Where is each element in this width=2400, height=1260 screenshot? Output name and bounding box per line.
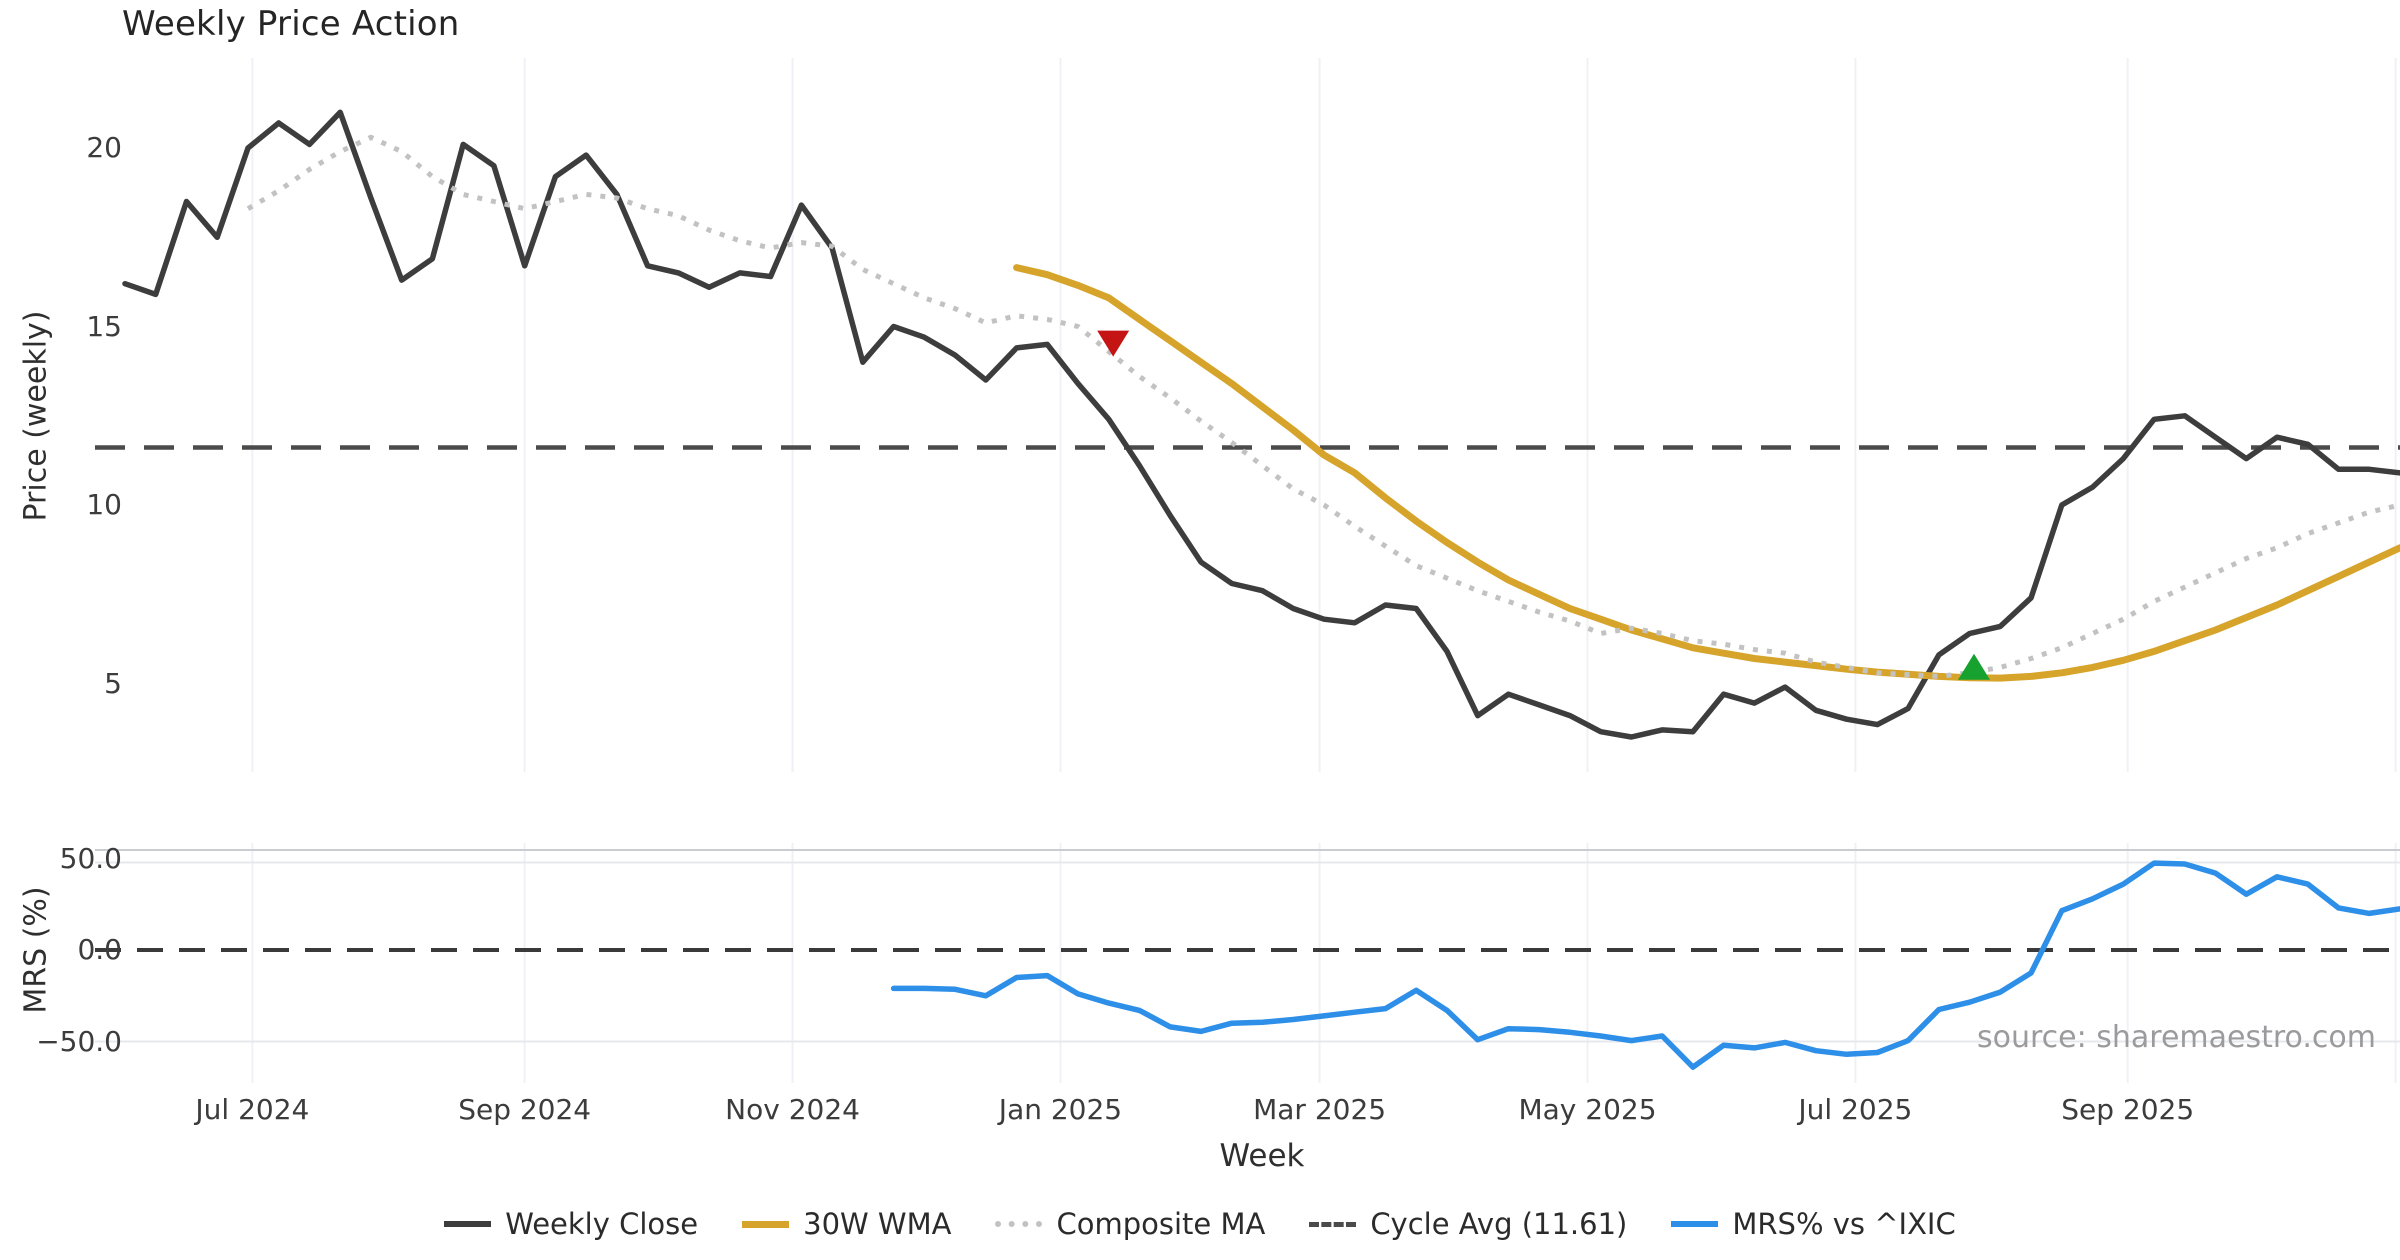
legend-label: Composite MA (1056, 1207, 1266, 1241)
legend-swatch-solid (742, 1220, 790, 1228)
30w-wma-line (1013, 264, 2400, 682)
x-tick-label: Sep 2024 (458, 1093, 592, 1126)
legend-swatch-dashed (1309, 1221, 1357, 1227)
mrs-tick-label: 50.0 (59, 841, 122, 875)
x-tick-label: Mar 2025 (1253, 1093, 1387, 1126)
price-tick-label: 20 (86, 131, 122, 164)
price-tick-label: 5 (104, 666, 122, 700)
mrs-tick-label: −50.0 (36, 1024, 122, 1058)
legend-item: MRS% vs ^IXIC (1671, 1207, 1956, 1241)
price-tick-label: 10 (86, 488, 122, 521)
x-tick-label: Nov 2024 (725, 1093, 860, 1126)
mrs-tick-label: 0.0 (77, 933, 122, 966)
legend-label: MRS% vs ^IXIC (1732, 1207, 1956, 1241)
mrs-vs-ixic-line (890, 860, 2400, 1070)
legend-label: 30W WMA (803, 1207, 952, 1241)
chart-title: Weekly Price Action (122, 4, 460, 44)
legend-item: Cycle Avg (11.61) (1309, 1207, 1627, 1241)
x-tick-label: May 2025 (1518, 1093, 1657, 1126)
legend-item: 30W WMA (742, 1207, 951, 1241)
x-tick-label: Jul 2025 (1798, 1093, 1913, 1126)
legend-swatch-solid (1671, 1221, 1719, 1227)
source-watermark: source: sharemaestro.com (1977, 1020, 2376, 1055)
legend-label: Weekly Close (505, 1207, 699, 1241)
price-tick-label: 15 (86, 309, 122, 343)
legend-label: Cycle Avg (11.61) (1370, 1207, 1628, 1241)
weekly-close-line (122, 109, 2400, 740)
x-tick-label: Jul 2024 (195, 1093, 310, 1126)
x-axis-label: Week (1219, 1138, 1305, 1174)
chart-legend: Weekly Close 30W WMA Composite MA Cycle Avg… (0, 1207, 2400, 1241)
legend-item: Composite MA (995, 1207, 1265, 1241)
legend-swatch-dotted (995, 1221, 1043, 1227)
x-tick-label: Sep 2025 (2061, 1093, 2195, 1126)
composite-ma-line (246, 134, 2400, 679)
x-tick-label: Jan 2025 (998, 1093, 1123, 1126)
sell-signal-marker (1097, 330, 1130, 357)
legend-item: Weekly Close (444, 1207, 698, 1241)
legend-swatch-solid (444, 1221, 492, 1227)
buy-signal-marker (1957, 653, 1990, 680)
